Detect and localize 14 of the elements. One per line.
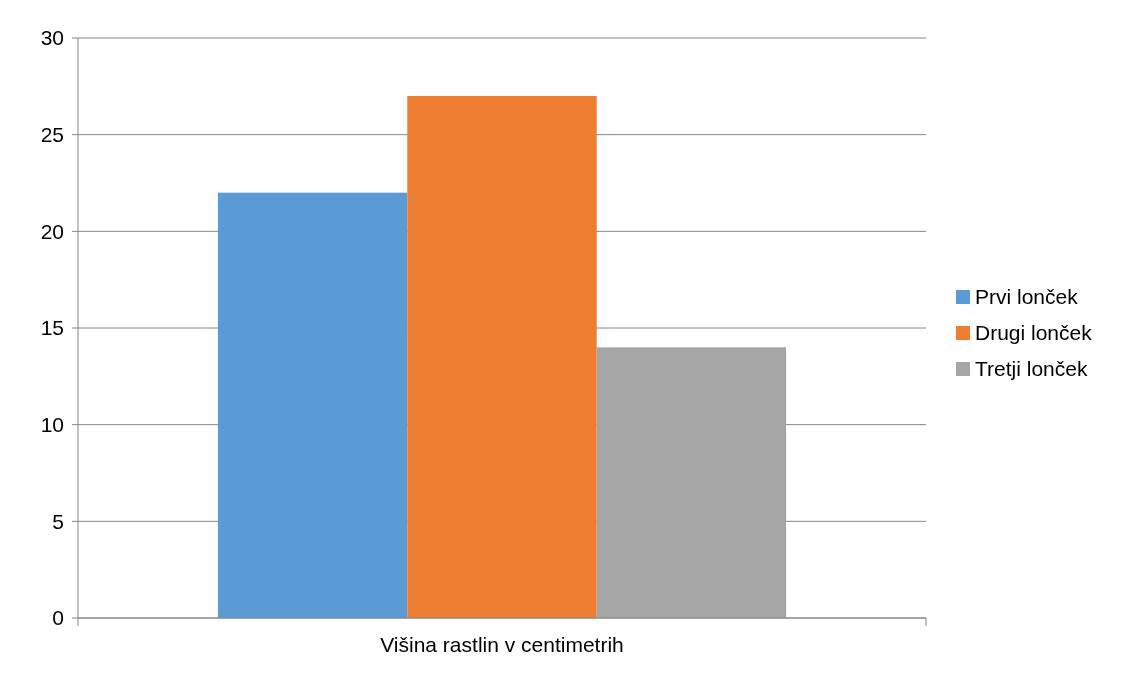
y-tick-label: 10 (40, 413, 64, 437)
legend-label: Drugi lonček (975, 321, 1093, 345)
y-tick-label: 20 (40, 219, 64, 243)
legend-label: Tretji lonček (975, 357, 1088, 381)
legend-label: Prvi lonček (975, 285, 1079, 309)
y-tick-label: 15 (40, 316, 64, 340)
bar (596, 347, 787, 618)
x-tick-label: Višina rastlin v centimetrih (380, 633, 624, 656)
y-tick-label: 25 (40, 123, 64, 147)
y-tick-label: 30 (40, 26, 64, 50)
bar (407, 96, 597, 618)
y-tick-label: 0 (52, 606, 64, 630)
bar (217, 192, 408, 618)
y-tick-label: 5 (52, 509, 64, 533)
